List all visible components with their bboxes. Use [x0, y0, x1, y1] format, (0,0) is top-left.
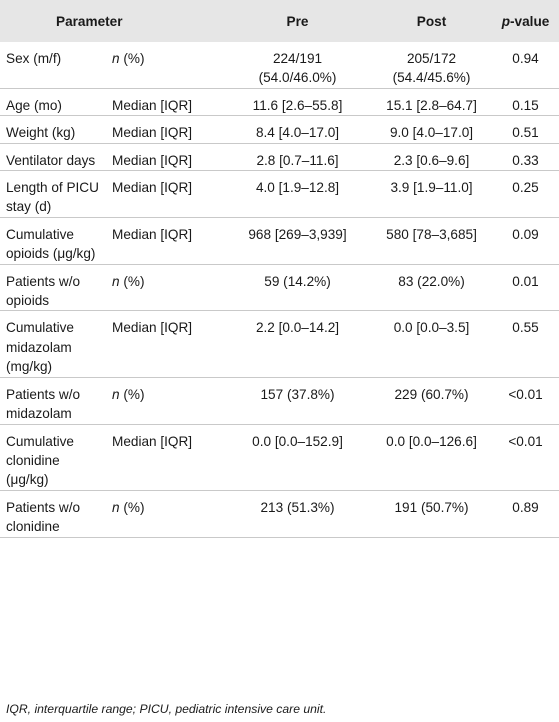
cell-statistic: Median [IQR] [112, 226, 193, 242]
cell-pre: 2.8 [0.7–11.6] [256, 152, 339, 168]
cell-parameter: Length of PICU stay (d) [6, 180, 99, 215]
cell-p-value: 0.33 [512, 152, 539, 168]
cell-pre: 2.2 [0.0–14.2] [255, 320, 340, 336]
cell-p-value: 0.25 [512, 180, 539, 196]
cell-pre: 8.4 [4.0–17.0] [255, 125, 340, 141]
cell-parameter: Ventilator days [6, 152, 96, 168]
table-row: Cumulative opioids (μg/kg) Median [IQR] … [0, 217, 559, 264]
post-line-1: 205/172 [406, 51, 457, 66]
stat-n: n [112, 499, 120, 515]
post-line-2: (54.4/45.6%) [392, 70, 471, 86]
stat-suffix: (%) [119, 51, 145, 66]
cell-statistic: n (%) [106, 377, 224, 424]
table-row: Sex (m/f) n (%) 224/191 (54.0/46.0%) 205/… [0, 42, 559, 88]
cell-post: 205/172 (54.4/45.6%) [371, 42, 492, 88]
table-row: Patients w/o opioids n (%) 59 (14.2%) 83… [0, 264, 559, 311]
cell-parameter: Sex (m/f) [6, 51, 62, 66]
cell-post: 83 (22.0%) [398, 273, 465, 289]
header-row: Parameter Pre Post p-value [0, 0, 559, 42]
cell-pre: 11.6 [2.6–55.8] [252, 97, 343, 113]
cell-parameter: Patients w/o opioids [6, 273, 81, 309]
cell-pre: 157 (37.8%) [260, 386, 335, 402]
table-row: Cumulative midazolam (mg/kg) Median [IQR… [0, 310, 559, 377]
cell-statistic: Median [IQR] [112, 433, 193, 449]
table-row: Ventilator days Median [IQR] 2.8 [0.7–11… [0, 143, 559, 170]
stat-n: n [112, 51, 120, 66]
stat-suffix: (%) [119, 273, 145, 289]
cell-post: 191 (50.7%) [394, 499, 469, 515]
cell-pre: 59 (14.2%) [264, 273, 331, 289]
cell-post: 229 (60.7%) [394, 386, 469, 402]
stat-n: n [112, 273, 120, 289]
cell-p-value: 0.15 [512, 97, 539, 113]
cell-pre: 0.0 [0.0–152.9] [252, 433, 343, 449]
cell-pre: 213 (51.3%) [260, 499, 335, 515]
cell-statistic: n (%) [106, 42, 224, 88]
cell-parameter: Patients w/o clonidine [6, 499, 81, 535]
cell-pre: 224/191 (54.0/46.0%) [224, 42, 371, 88]
cell-p-value: <0.01 [508, 433, 543, 449]
header-p-value: p-value [492, 0, 559, 42]
cell-statistic: Median [IQR] [112, 125, 193, 141]
header-parameter: Parameter [0, 0, 225, 42]
cell-post: 15.1 [2.8–64.7] [386, 97, 477, 113]
cell-statistic: n (%) [106, 490, 224, 537]
cell-parameter: Patients w/o midazolam [6, 386, 81, 422]
header-pre: Pre [224, 0, 372, 42]
cell-parameter: Cumulative opioids (μg/kg) [6, 226, 96, 262]
cell-p-value: 0.09 [512, 226, 539, 242]
cell-post: 2.3 [0.6–9.6] [393, 152, 470, 168]
cell-post: 0.0 [0.0–126.6] [386, 433, 477, 449]
table-row: Patients w/o midazolam n (%) 157 (37.8%)… [0, 377, 559, 424]
table-row: Age (mo) Median [IQR] 11.6 [2.6–55.8] 15… [0, 88, 559, 115]
cell-p-value: <0.01 [508, 386, 543, 402]
cell-parameter: Cumulative midazolam (mg/kg) [6, 320, 74, 375]
table-row: Length of PICU stay (d) Median [IQR] 4.0… [0, 170, 559, 218]
cell-post: 9.0 [4.0–17.0] [389, 125, 474, 141]
cell-pre: 4.0 [1.9–12.8] [255, 180, 340, 196]
cell-statistic: Median [IQR] [112, 152, 193, 168]
cell-p-value: 0.55 [512, 320, 539, 336]
cell-statistic: Median [IQR] [112, 97, 193, 113]
stat-n: n [112, 386, 120, 402]
cell-statistic: n (%) [106, 264, 224, 311]
table-header: Parameter Pre Post p-value [0, 0, 559, 42]
cell-parameter: Cumulative clonidine (μg/kg) [6, 433, 74, 488]
header-p-suffix: -value [510, 13, 550, 29]
stat-suffix: (%) [119, 499, 145, 515]
cell-statistic: Median [IQR] [112, 320, 193, 336]
pre-line-1: 224/191 [272, 51, 323, 66]
table-row: Patients w/o clonidine n (%) 213 (51.3%)… [0, 490, 559, 538]
cell-post: 580 [78–3,685] [386, 226, 477, 242]
pre-line-2: (54.0/46.0%) [258, 70, 337, 86]
cell-p-value: 0.51 [512, 125, 539, 141]
cell-p-value: 0.94 [512, 51, 539, 66]
cell-p-value: 0.89 [512, 499, 539, 515]
results-table: Parameter Pre Post p-value Sex (m/f) n (… [0, 0, 559, 538]
table-row: Weight (kg) Median [IQR] 8.4 [4.0–17.0] … [0, 115, 559, 143]
cell-post: 0.0 [0.0–3.5] [393, 320, 470, 336]
cell-p-value: 0.01 [512, 273, 539, 289]
table-footnote: IQR, interquartile range; PICU, pediatri… [6, 702, 327, 716]
table-row: Cumulative clonidine (μg/kg) Median [IQR… [0, 424, 559, 490]
header-p-letter: p [501, 13, 511, 29]
cell-post: 3.9 [1.9–11.0] [390, 180, 473, 196]
header-post: Post [371, 0, 493, 42]
cell-pre: 968 [269–3,939] [248, 226, 347, 242]
table-body: Sex (m/f) n (%) 224/191 (54.0/46.0%) 205/… [0, 42, 559, 538]
cell-parameter: Age (mo) [6, 97, 62, 113]
cell-parameter: Weight (kg) [6, 125, 76, 141]
stat-suffix: (%) [119, 386, 145, 402]
cell-statistic: Median [IQR] [112, 180, 193, 196]
